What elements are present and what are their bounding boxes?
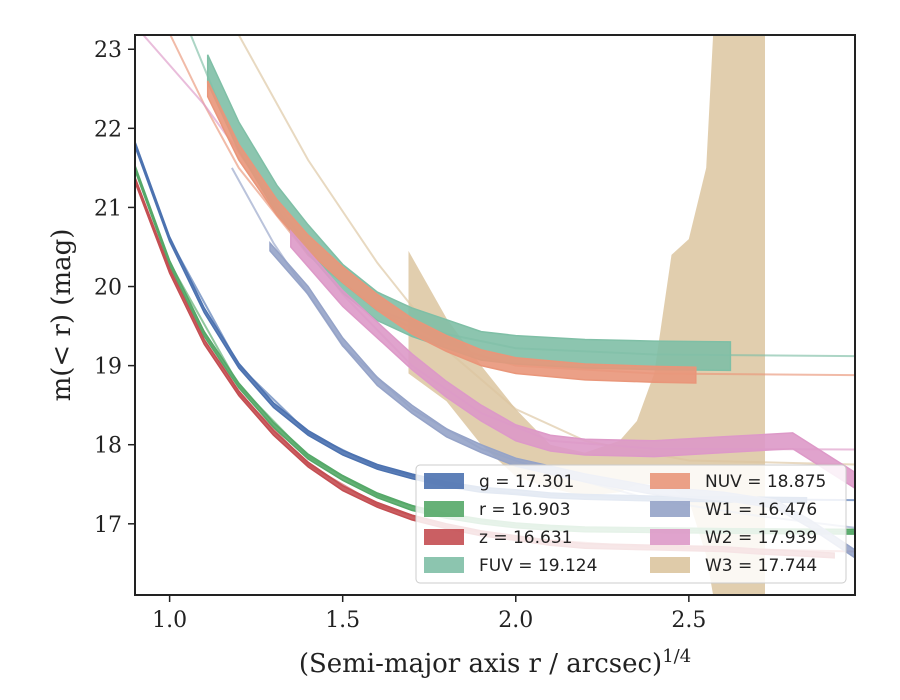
series-w2-profile	[290, 229, 855, 490]
legend-item: W2 = 17.939	[650, 528, 817, 548]
series-r-profile	[135, 165, 855, 535]
legend-swatch	[650, 473, 690, 489]
x-tick-label: 1.0	[152, 608, 187, 633]
legend-label: FUV = 19.124	[479, 556, 597, 576]
series-w1-profile	[269, 241, 855, 559]
y-tick-label: 17	[94, 513, 122, 538]
y-tick-label: 19	[94, 355, 122, 380]
legend-label: W3 = 17.744	[705, 556, 817, 576]
legend-box	[415, 464, 847, 584]
x-axis: 1.0 1.5 2.0 2.5	[152, 595, 706, 633]
legend-swatch	[424, 529, 464, 545]
y-tick-label: 22	[94, 117, 122, 142]
legend-label: g = 17.301	[479, 472, 574, 492]
legend-swatch	[650, 501, 690, 517]
legend-label: W1 = 16.476	[705, 500, 817, 520]
legend-item: W3 = 17.744	[650, 556, 817, 576]
legend-swatch	[424, 501, 464, 517]
y-axis-label: m(< r) (mag)	[47, 229, 77, 402]
legend-swatch	[424, 473, 464, 489]
legend-item: g = 17.301	[424, 472, 574, 492]
legend-label: r = 16.903	[479, 500, 571, 520]
x-tick-label: 2.0	[498, 608, 533, 633]
y-axis: 17 18 19 20 21 22 23	[94, 38, 135, 538]
y-tick-label: 20	[94, 276, 122, 301]
legend: g = 17.301 r = 16.903 z = 16.631 FUV = 19.1…	[415, 464, 847, 584]
legend-item: NUV = 18.875	[650, 472, 826, 492]
legend-swatch	[424, 557, 464, 573]
y-tick-label: 21	[94, 196, 122, 221]
y-tick-label: 18	[94, 434, 122, 459]
x-axis-label: (Semi-major axis r / arcsec)1/4	[299, 646, 691, 679]
series-nuv-profile	[206, 80, 697, 384]
y-tick-label: 23	[94, 38, 122, 63]
x-axis-label-superscript: 1/4	[662, 646, 691, 667]
series-layer	[135, 35, 855, 595]
legend-item: r = 16.903	[424, 500, 571, 520]
legend-item: z = 16.631	[424, 528, 572, 548]
plot-frame	[134, 34, 856, 596]
x-tick-label: 1.5	[325, 608, 360, 633]
legend-label: NUV = 18.875	[705, 472, 826, 492]
legend-item: W1 = 16.476	[650, 500, 817, 520]
legend-swatch	[650, 557, 690, 573]
x-tick-label: 2.5	[671, 608, 706, 633]
legend-label: W2 = 17.939	[705, 528, 817, 548]
legend-item: FUV = 19.124	[424, 556, 597, 576]
legend-label: z = 16.631	[479, 528, 572, 548]
series-w3-model-line	[237, 35, 855, 466]
legend-swatch	[650, 529, 690, 545]
